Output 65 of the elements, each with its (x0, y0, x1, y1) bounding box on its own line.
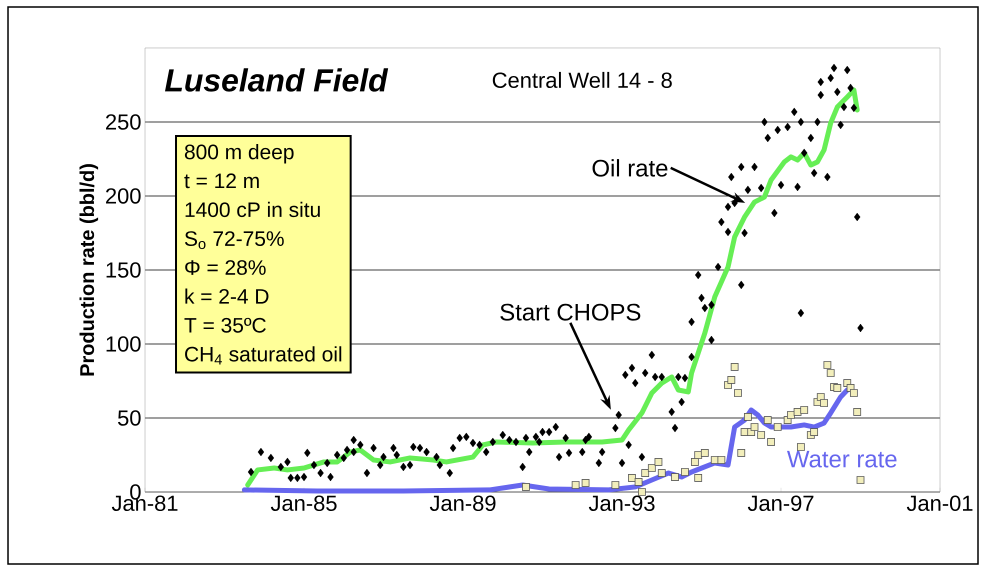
annotation: t = 12 m (184, 173, 259, 188)
text: Central Well 14 - 8 (492, 72, 672, 88)
point (800, 406, 808, 414)
point (700, 449, 709, 457)
point (774, 423, 782, 431)
point (757, 431, 766, 439)
point (853, 408, 862, 416)
y-tick-label: 150 (106, 262, 141, 278)
y-tick-label: 250 (106, 114, 141, 130)
point (750, 423, 758, 431)
annotation: Φ = 28% (185, 260, 266, 275)
point (730, 363, 739, 371)
point (833, 384, 842, 392)
point (820, 399, 828, 407)
y-axis-title: Production rate (bbl/d) (80, 164, 98, 376)
point (634, 478, 642, 486)
point (823, 361, 832, 369)
y-tick-label: 100 (106, 336, 141, 352)
annotation: Oil rate (592, 159, 668, 177)
annotation: 800 m deep (184, 144, 294, 164)
annotation: T = 35ºC (184, 318, 266, 333)
series-label: Water rate (787, 450, 897, 468)
annotation: Start CHOPS (500, 304, 640, 321)
point (690, 458, 699, 466)
point (582, 479, 590, 487)
annotation: CH$_{4}$ saturated oil (185, 346, 342, 364)
x-tick-label: Jan-97 (748, 495, 814, 512)
text: Luseland Field (164, 68, 388, 92)
point (671, 473, 679, 481)
point (734, 389, 742, 397)
point (648, 464, 656, 472)
point (611, 481, 620, 489)
y-tick-label: 50 (118, 410, 141, 426)
x-tick-label: Jan-89 (430, 495, 496, 512)
point (737, 449, 746, 457)
point (681, 468, 689, 476)
point (694, 474, 702, 482)
y-tick-label: 200 (106, 188, 141, 204)
annotation: 1400 cP in situ (186, 202, 320, 218)
point (628, 474, 636, 482)
point (522, 483, 530, 491)
point (764, 416, 772, 424)
point (810, 428, 818, 436)
point (638, 488, 646, 496)
point (572, 481, 580, 489)
point (727, 376, 736, 384)
x-tick-label: Jan-85 (270, 495, 337, 512)
point (796, 443, 805, 451)
point (658, 469, 666, 477)
point (717, 456, 726, 464)
annotation: k = 2-4 D (185, 288, 268, 304)
point (767, 438, 775, 446)
point (744, 413, 752, 421)
point (856, 476, 864, 484)
point (694, 451, 702, 459)
x-tick-label: Jan-01 (906, 495, 972, 512)
point (787, 411, 795, 419)
annotation: S$_{o}$ 72-75% (184, 231, 284, 250)
point (740, 428, 748, 436)
point (826, 369, 835, 377)
x-tick-label: Jan-93 (588, 495, 655, 512)
point (850, 389, 858, 397)
point (654, 458, 662, 466)
point (641, 469, 650, 477)
point (794, 408, 802, 416)
